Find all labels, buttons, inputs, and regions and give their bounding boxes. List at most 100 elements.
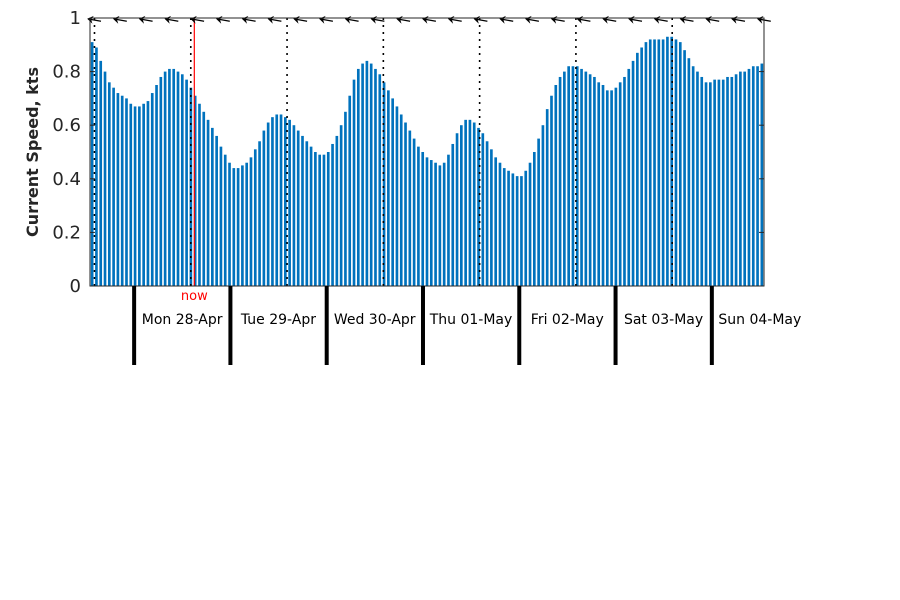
speed-bar bbox=[627, 68, 631, 286]
speed-bar bbox=[382, 82, 386, 286]
day-tick-label: Wed 30-Apr bbox=[334, 312, 416, 328]
speed-bar bbox=[408, 130, 412, 286]
arrow-shaft bbox=[243, 18, 256, 22]
arrow-shaft bbox=[140, 18, 153, 22]
speed-bar bbox=[211, 127, 214, 286]
now-label: now bbox=[181, 289, 208, 304]
arrow-shaft bbox=[578, 18, 591, 22]
speed-bar bbox=[670, 36, 674, 287]
speed-bar bbox=[361, 63, 364, 287]
speed-bar bbox=[352, 79, 356, 286]
speed-bar bbox=[485, 141, 489, 286]
speed-bar bbox=[636, 52, 639, 287]
speed-bar bbox=[678, 42, 682, 287]
arrow-shaft bbox=[707, 18, 720, 22]
speed-bar bbox=[318, 154, 321, 286]
y-tick-label: 0.4 bbox=[52, 169, 81, 190]
speed-bar bbox=[442, 162, 446, 286]
speed-bar bbox=[296, 130, 300, 286]
speed-bar bbox=[730, 76, 734, 287]
speed-bar bbox=[605, 90, 609, 286]
y-tick-label: 0.2 bbox=[52, 222, 81, 243]
speed-bar bbox=[588, 74, 592, 286]
speed-bar bbox=[412, 138, 416, 286]
speed-bar bbox=[747, 68, 751, 286]
arrow-shaft bbox=[733, 18, 746, 22]
speed-bar bbox=[356, 68, 360, 286]
speed-bar bbox=[129, 103, 133, 286]
speed-bar bbox=[438, 165, 442, 286]
speed-bar bbox=[301, 135, 304, 286]
speed-bar bbox=[369, 63, 373, 287]
speed-bar bbox=[502, 168, 506, 286]
speed-bar bbox=[284, 117, 287, 286]
speed-bar bbox=[567, 66, 570, 287]
speed-bar bbox=[460, 125, 463, 286]
arrow-shaft bbox=[166, 18, 179, 22]
speed-bar bbox=[202, 111, 206, 286]
speed-bar bbox=[249, 157, 253, 286]
speed-bar bbox=[99, 60, 103, 286]
speed-bar bbox=[279, 114, 283, 286]
speed-bar bbox=[563, 71, 566, 286]
speed-bar bbox=[631, 60, 635, 286]
speed-bar bbox=[477, 127, 480, 286]
arrow-shaft bbox=[552, 18, 565, 22]
speed-bar bbox=[739, 71, 742, 286]
speed-bar bbox=[198, 103, 201, 286]
speed-bar bbox=[494, 157, 498, 286]
day-tick-label: Tue 29-Apr bbox=[240, 312, 316, 328]
speed-bar bbox=[610, 90, 613, 286]
speed-bar bbox=[709, 82, 712, 286]
speed-bar bbox=[180, 74, 184, 286]
speed-bar bbox=[666, 36, 669, 287]
day-tick-label: Sat 03-May bbox=[624, 312, 703, 328]
speed-bar bbox=[292, 125, 296, 286]
speed-bar bbox=[434, 162, 437, 286]
arrow-shaft bbox=[89, 18, 102, 22]
speed-bar bbox=[751, 66, 755, 287]
speed-bar bbox=[185, 79, 188, 286]
speed-bar bbox=[309, 146, 313, 286]
arrow-shaft bbox=[655, 18, 668, 22]
day-axis: Mon 28-Apr Tue 29-Apr Wed 30-Apr Thu 01-May… bbox=[132, 286, 801, 365]
speed-bar bbox=[429, 160, 433, 286]
bars-layer bbox=[90, 36, 764, 287]
y-tick-label: 0 bbox=[70, 276, 81, 297]
speed-bar bbox=[644, 42, 648, 287]
speed-bar bbox=[228, 162, 231, 286]
speed-bar bbox=[142, 103, 145, 286]
speed-bar bbox=[326, 152, 330, 286]
speed-bar bbox=[146, 101, 150, 286]
y-tick-label: 1 bbox=[70, 8, 81, 29]
speed-bar bbox=[215, 135, 218, 286]
speed-bar bbox=[150, 93, 154, 286]
speed-bar bbox=[614, 87, 618, 287]
speed-bar bbox=[597, 82, 601, 286]
speed-bar bbox=[687, 58, 691, 287]
arrow-shaft bbox=[526, 18, 540, 22]
speed-bar bbox=[90, 42, 94, 287]
speed-bar bbox=[245, 162, 249, 286]
speed-bar bbox=[545, 109, 549, 287]
speed-bar bbox=[683, 50, 686, 286]
speed-bar bbox=[691, 66, 695, 287]
day-tick-label: Sun 04-May bbox=[718, 312, 801, 328]
speed-bar bbox=[155, 85, 158, 286]
speed-bar bbox=[532, 152, 536, 286]
speed-bar bbox=[159, 76, 163, 287]
speed-bar bbox=[481, 133, 485, 286]
arrow-shaft bbox=[630, 18, 643, 22]
speed-bar bbox=[258, 141, 261, 286]
speed-bar bbox=[172, 68, 176, 286]
speed-bar bbox=[116, 93, 120, 286]
speed-bar bbox=[193, 95, 197, 286]
speed-bar bbox=[417, 146, 420, 286]
arrow-shaft bbox=[192, 18, 205, 22]
day-tick-label: Thu 01-May bbox=[429, 312, 513, 328]
speed-bar bbox=[163, 71, 167, 286]
speed-bar bbox=[125, 98, 128, 287]
speed-bar bbox=[575, 66, 579, 287]
speed-bar bbox=[593, 76, 596, 287]
